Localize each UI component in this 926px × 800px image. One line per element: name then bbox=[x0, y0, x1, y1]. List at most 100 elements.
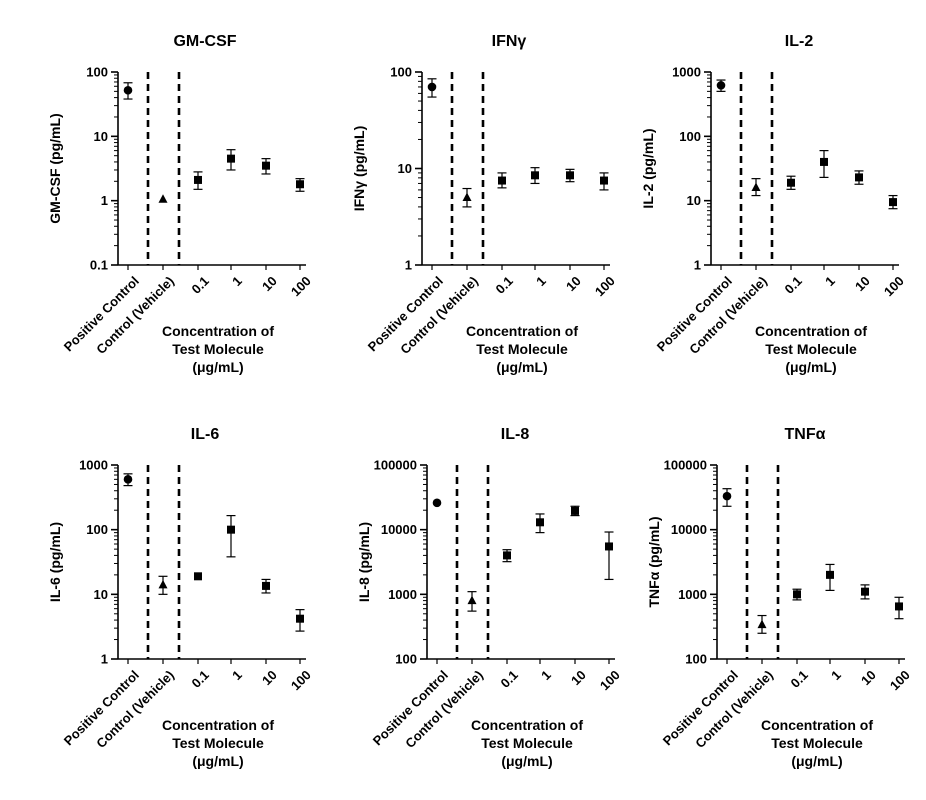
y-tick-label: 1 bbox=[405, 258, 412, 273]
data-point-square bbox=[296, 614, 304, 623]
y-tick-label: 1 bbox=[694, 258, 701, 273]
x-category-label: 1 bbox=[828, 667, 844, 683]
chart-title: IL-8 bbox=[501, 426, 530, 443]
data-point-square bbox=[262, 581, 270, 590]
x-axis-title-line: Concentration of bbox=[761, 717, 873, 733]
data-point-triangle bbox=[751, 182, 761, 192]
y-tick-label: 1000 bbox=[672, 65, 701, 80]
y-tick-label: 0.1 bbox=[90, 258, 108, 273]
x-category-label: 1 bbox=[229, 273, 245, 289]
x-category-label: 100 bbox=[597, 667, 623, 693]
x-category-label: 10 bbox=[858, 667, 879, 688]
data-point-square bbox=[793, 590, 801, 599]
data-point-triangle bbox=[467, 595, 477, 605]
x-category-label: 100 bbox=[288, 273, 314, 299]
y-axis-label: IFNγ (pg/mL) bbox=[351, 126, 367, 212]
y-tick-label: 100 bbox=[685, 652, 707, 667]
data-point-square bbox=[571, 506, 579, 515]
data-point-square bbox=[600, 176, 608, 185]
x-axis-title-line: (μg/mL) bbox=[192, 359, 243, 375]
y-axis-label: TNFα (pg/mL) bbox=[646, 516, 662, 607]
chart-title: IL-2 bbox=[785, 33, 814, 50]
data-point-square bbox=[531, 171, 539, 180]
y-axis-label: IL-6 (pg/mL) bbox=[47, 522, 63, 602]
x-category-label: 1 bbox=[822, 273, 838, 289]
x-axis-title-line: Test Molecule bbox=[771, 735, 863, 751]
chart-title: TNFα bbox=[785, 426, 826, 443]
data-point-square bbox=[227, 525, 235, 534]
x-axis-title-line: Concentration of bbox=[471, 717, 583, 733]
x-axis-title-line: Test Molecule bbox=[476, 341, 568, 357]
x-axis-title-line: Concentration of bbox=[162, 323, 274, 339]
chart-title: IFNγ bbox=[492, 33, 527, 50]
x-category-label: 10 bbox=[568, 667, 589, 688]
x-axis-title-line: Test Molecule bbox=[481, 735, 573, 751]
data-point-square bbox=[227, 154, 235, 163]
x-category-label: 0.1 bbox=[189, 273, 212, 296]
y-axis-label: GM-CSF (pg/mL) bbox=[47, 113, 63, 223]
y-tick-label: 100 bbox=[679, 129, 701, 144]
x-category-label: 10 bbox=[259, 667, 280, 688]
data-point-square bbox=[861, 587, 869, 596]
x-category-label: 100 bbox=[592, 273, 618, 299]
y-tick-label: 1000 bbox=[388, 587, 417, 602]
y-tick-label: 1000 bbox=[79, 458, 108, 473]
x-axis-title-line: (μg/mL) bbox=[501, 753, 552, 769]
y-tick-label: 100000 bbox=[374, 458, 417, 473]
y-tick-label: 10 bbox=[94, 129, 108, 144]
data-point-square bbox=[566, 171, 574, 180]
x-axis-title-line: Concentration of bbox=[755, 323, 867, 339]
x-axis-title-line: Concentration of bbox=[162, 717, 274, 733]
data-point-triangle bbox=[158, 579, 168, 589]
x-category-label: 1 bbox=[533, 273, 549, 289]
data-point-square bbox=[855, 173, 863, 182]
data-point-square bbox=[889, 198, 897, 207]
data-point-square bbox=[503, 551, 511, 560]
y-tick-label: 10000 bbox=[671, 522, 707, 537]
data-point-square bbox=[194, 175, 202, 184]
data-point-circle bbox=[123, 475, 133, 484]
data-point-circle bbox=[716, 81, 726, 90]
y-tick-label: 10 bbox=[687, 193, 701, 208]
y-tick-label: 1 bbox=[101, 193, 108, 208]
x-category-label: 10 bbox=[563, 273, 584, 294]
y-tick-label: 100 bbox=[86, 65, 108, 80]
y-tick-label: 100 bbox=[390, 65, 412, 80]
x-category-label: 0.1 bbox=[498, 667, 521, 690]
data-point-square bbox=[826, 570, 834, 579]
x-category-label: 0.1 bbox=[788, 667, 811, 690]
data-point-square bbox=[787, 178, 795, 187]
data-point-square bbox=[536, 518, 544, 527]
y-axis-label: IL-2 (pg/mL) bbox=[640, 128, 656, 208]
chart-title: GM-CSF bbox=[173, 33, 236, 50]
y-tick-label: 10000 bbox=[381, 522, 417, 537]
x-category-label: 0.1 bbox=[782, 273, 805, 296]
x-axis-title-line: (μg/mL) bbox=[192, 753, 243, 769]
x-axis-title-line: Test Molecule bbox=[172, 341, 264, 357]
data-point-circle bbox=[427, 82, 437, 92]
y-tick-label: 100000 bbox=[664, 458, 707, 473]
x-category-label: 100 bbox=[288, 667, 314, 693]
x-category-label: 0.1 bbox=[493, 273, 516, 296]
data-point-square bbox=[498, 176, 506, 185]
data-point-square bbox=[262, 161, 270, 170]
data-point-circle bbox=[432, 498, 442, 508]
x-category-label: 100 bbox=[881, 273, 907, 299]
x-category-label: 1 bbox=[538, 667, 554, 683]
data-point-triangle bbox=[462, 192, 472, 202]
y-tick-label: 100 bbox=[395, 652, 417, 667]
x-axis-title-line: Test Molecule bbox=[765, 341, 857, 357]
data-point-square bbox=[605, 542, 613, 551]
data-point-square bbox=[296, 180, 304, 189]
data-point-triangle bbox=[757, 619, 767, 629]
y-axis-label: IL-8 (pg/mL) bbox=[356, 522, 372, 602]
data-point-circle bbox=[123, 85, 133, 95]
x-axis-title-line: (μg/mL) bbox=[785, 359, 836, 375]
